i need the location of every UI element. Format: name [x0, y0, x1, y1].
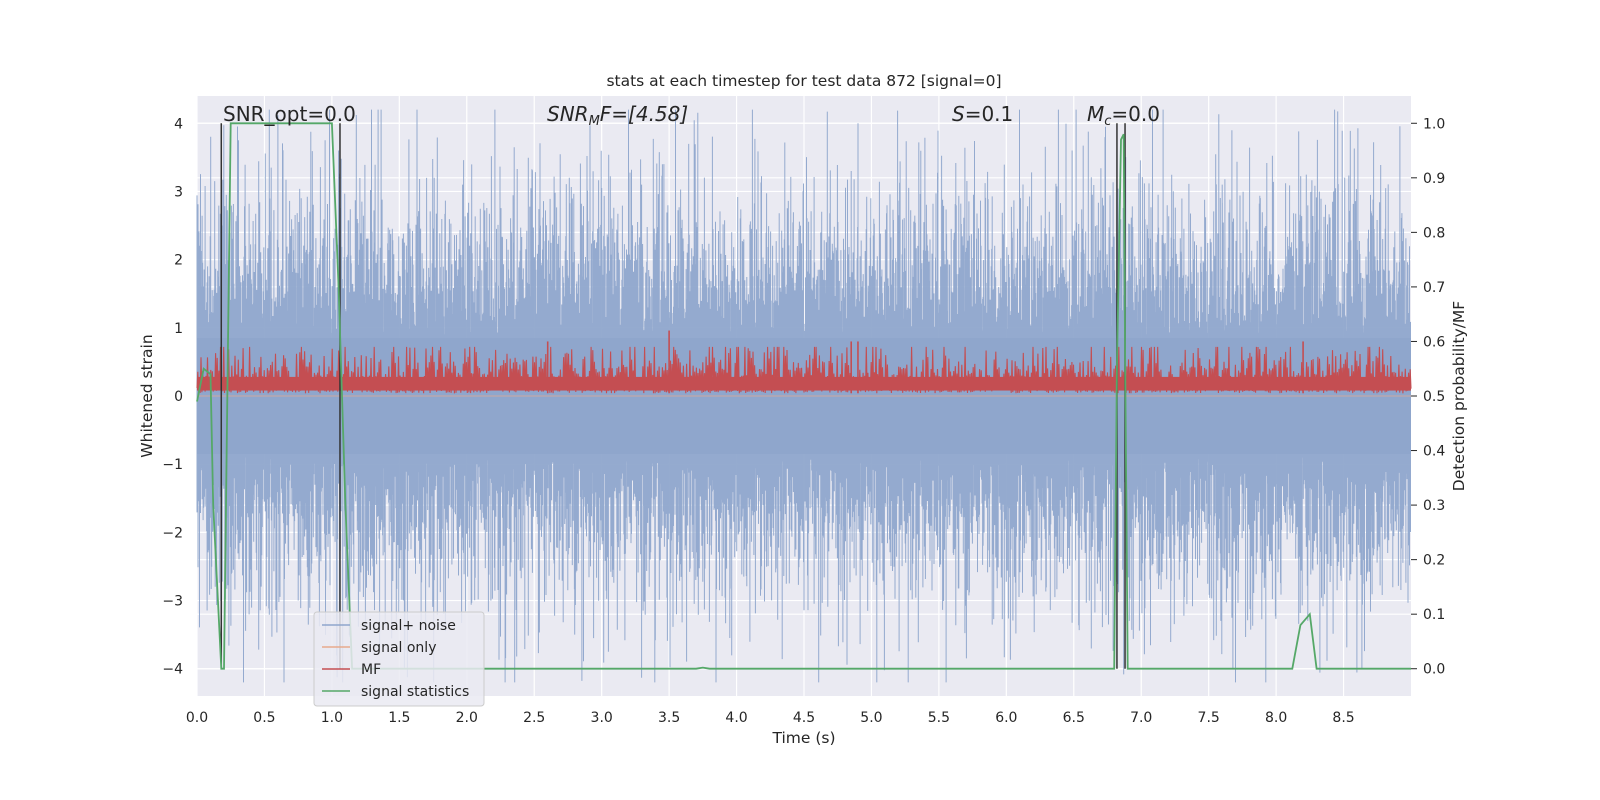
signal-statistics-series [196, 122, 1411, 670]
x-tick-label: 0.5 [253, 710, 275, 726]
legend-label-signal-statistics: signal statistics [361, 684, 469, 700]
legend-label-mf: MF [361, 662, 381, 678]
snr-mf-subscript: M [589, 114, 600, 129]
x-tick-label: 5.5 [928, 710, 950, 726]
y-tick-label: −3 [162, 594, 183, 610]
y-tick-label: 3 [174, 184, 183, 200]
signal-statistics-trace [196, 122, 1411, 670]
snr-mf-annotation: SNRMF=[4.58] [547, 102, 688, 129]
y2-tick-label: 0.9 [1423, 171, 1445, 187]
x-tick-label: 4.5 [793, 710, 815, 726]
x-tick-label: 8.5 [1332, 710, 1354, 726]
s-annotation: S=0.1 [952, 102, 1013, 126]
y-tick-label: 2 [174, 253, 183, 269]
y2-tick-label: 0.4 [1423, 444, 1445, 460]
legend: signal+ noise signal only MF signal stat… [313, 611, 485, 707]
x-tick-label: 7.5 [1198, 710, 1220, 726]
x-tick-label: 0.0 [186, 710, 208, 726]
y-tick-label: 0 [174, 389, 183, 405]
snr-mf-value: F=[4.58] [600, 102, 688, 126]
chart-title: stats at each timestep for test data 872… [606, 72, 1001, 90]
y-tick-label: 4 [174, 116, 183, 132]
y-tick-label: 1 [174, 321, 183, 337]
x-tick-label: 4.0 [725, 710, 747, 726]
x-axis-title: Time (s) [771, 729, 835, 747]
mf-series [196, 330, 1412, 394]
x-tick-label: 1.0 [321, 710, 343, 726]
y2-tick-label: 0.3 [1423, 498, 1445, 514]
mc-symbol: M [1087, 102, 1104, 126]
snr-opt-annotation: SNR_opt=0.0 [223, 102, 356, 126]
snr-mf-symbol: SNR [547, 102, 589, 126]
axis-ticks: 0.0 0.5 1.0 1.5 2.0 2.5 3.0 3.5 4.0 4.5 5.0 5.5 6.0 6… [162, 116, 1445, 726]
s-value: =0.1 [965, 102, 1014, 126]
mc-value: =0.0 [1111, 102, 1160, 126]
y-axis-title: Whitened strain [138, 334, 156, 457]
y2-tick-label: 0.5 [1423, 389, 1445, 405]
mc-annotation: Mc=0.0 [1087, 102, 1160, 129]
x-tick-label: 2.5 [523, 710, 545, 726]
x-tick-label: 6.0 [995, 710, 1017, 726]
x-tick-label: 8.0 [1265, 710, 1287, 726]
x-tick-label: 7.0 [1130, 710, 1152, 726]
y2-tick-label: 0.7 [1423, 280, 1445, 296]
x-tick-label: 1.5 [388, 710, 410, 726]
legend-label-signal-only: signal only [361, 640, 436, 656]
y2-tick-label: 0.6 [1423, 334, 1445, 350]
x-tick-label: 3.0 [591, 710, 613, 726]
x-tick-label: 3.5 [658, 710, 680, 726]
legend-label-signal-noise: signal+ noise [361, 618, 456, 634]
y2-tick-label: 0.2 [1423, 553, 1445, 569]
y2-tick-label: 1.0 [1423, 116, 1445, 132]
x-tick-label: 5.0 [860, 710, 882, 726]
mf-core [197, 376, 1411, 391]
s-symbol: S [952, 102, 965, 126]
y2-tick-label: 0.8 [1423, 225, 1445, 241]
x-tick-label: 2.0 [456, 710, 478, 726]
x-tick-label: 6.5 [1063, 710, 1085, 726]
legend-box [313, 611, 485, 707]
y2-tick-label: 0.1 [1423, 607, 1445, 623]
mc-subscript: c [1104, 114, 1111, 129]
y2-axis-title: Detection probability/MF [1450, 301, 1468, 492]
y2-tick-label: 0.0 [1423, 662, 1445, 678]
y-tick-label: −4 [162, 662, 183, 678]
y-tick-label: −1 [162, 457, 183, 473]
y-tick-label: −2 [162, 525, 183, 541]
